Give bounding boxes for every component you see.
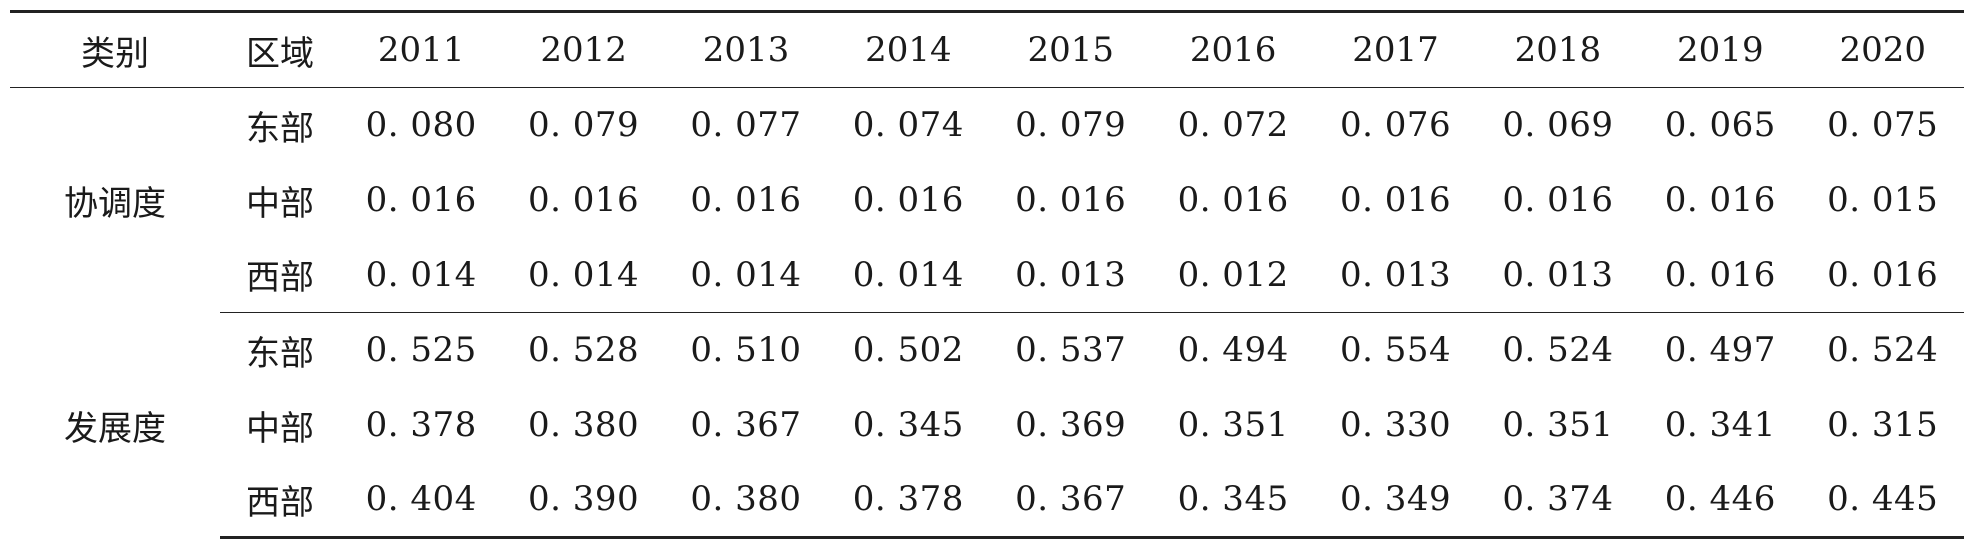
- value-cell: 0. 380: [664, 462, 828, 539]
- value-cell: 0. 404: [340, 462, 503, 539]
- value-cell: 0. 330: [1339, 405, 1452, 445]
- value-cell: 0. 076: [1339, 105, 1452, 146]
- value-cell: 0. 012: [1151, 237, 1315, 313]
- value-cell: 0. 510: [690, 330, 802, 371]
- header-year: 2015: [989, 10, 1152, 88]
- value-cell: 0. 369: [1015, 405, 1127, 445]
- value-cell: 0. 014: [664, 237, 828, 313]
- value-cell: 0. 072: [1177, 105, 1289, 146]
- header-year: 2020: [1801, 10, 1964, 88]
- value-cell: 0. 014: [502, 237, 665, 313]
- value-cell: 0. 013: [1476, 237, 1640, 313]
- value-cell: 0. 016: [1339, 180, 1452, 220]
- value-cell: 0. 445: [1801, 462, 1964, 539]
- value-cell: 0. 378: [827, 462, 990, 539]
- value-cell: 0. 345: [852, 405, 964, 445]
- value-cell: 0. 525: [365, 330, 477, 371]
- data-table: 类别 区域 2011 2012 2013 2014 2015 2016 2017…: [10, 10, 1964, 539]
- value-cell: 0. 077: [690, 105, 802, 146]
- value-cell: 0. 554: [1339, 330, 1452, 371]
- value-cell: 0. 079: [1015, 105, 1127, 146]
- value-cell: 0. 016: [1502, 180, 1614, 220]
- value-cell: 0. 494: [1177, 330, 1289, 371]
- table-row: 发展度 东部 0. 525 0. 528 0. 510 0. 502 0. 537 0. 49…: [10, 313, 1964, 448]
- header-year: 2012: [502, 10, 665, 88]
- value-cell: 0. 016: [690, 180, 802, 220]
- value-cell: 0. 367: [690, 405, 802, 445]
- value-cell: 0. 380: [528, 405, 640, 445]
- header-year: 2013: [664, 10, 828, 88]
- region-cell: 中部: [246, 183, 314, 224]
- region-cell: 西部: [220, 237, 340, 313]
- header-year: 2017: [1314, 10, 1477, 88]
- value-cell: 0. 069: [1502, 105, 1614, 146]
- value-cell: 0. 016: [365, 180, 477, 220]
- value-cell: 0. 015: [1827, 180, 1939, 220]
- table-row: 西部 0. 404 0. 390 0. 380 0. 378 0. 367 0. 345 0.…: [10, 462, 1964, 539]
- header-region: 区域: [220, 10, 340, 88]
- header-year: 2014: [827, 10, 990, 88]
- value-cell: 0. 524: [1827, 330, 1939, 371]
- value-cell: 0. 014: [340, 237, 503, 313]
- value-cell: 0. 528: [528, 330, 640, 371]
- value-cell: 0. 351: [1177, 405, 1289, 445]
- header-year: 2018: [1476, 10, 1640, 88]
- value-cell: 0. 016: [1639, 237, 1802, 313]
- value-cell: 0. 065: [1664, 105, 1776, 146]
- header-row: 类别 区域 2011 2012 2013 2014 2015 2016 2017…: [10, 10, 1964, 88]
- value-cell: 0. 074: [852, 105, 964, 146]
- value-cell: 0. 446: [1639, 462, 1802, 539]
- region-cell: 中部: [246, 408, 314, 449]
- value-cell: 0. 374: [1476, 462, 1640, 539]
- table-row: 西部 0. 014 0. 014 0. 014 0. 014 0. 013 0. 012 0.…: [10, 237, 1964, 313]
- header-year: 2019: [1639, 10, 1802, 88]
- value-cell: 0. 016: [528, 180, 640, 220]
- table-body: 协调度 东部 0. 080 0. 079 0. 077 0. 074 0. 079 0. 07…: [10, 88, 1964, 539]
- value-cell: 0. 315: [1827, 405, 1939, 445]
- value-cell: 0. 367: [989, 462, 1152, 539]
- value-cell: 0. 378: [365, 405, 477, 445]
- header-year: 2011: [340, 10, 503, 88]
- value-cell: 0. 351: [1502, 405, 1614, 445]
- value-cell: 0. 016: [1801, 237, 1964, 313]
- table-row: 中部 0. 378 0. 380 0. 367 0. 345 0. 369 0. 351 0.…: [10, 388, 1964, 463]
- category-cell: 协调度: [64, 183, 166, 224]
- value-cell: 0. 080: [365, 105, 477, 146]
- value-cell: 0. 502: [852, 330, 964, 371]
- region-cell: 西部: [220, 462, 340, 539]
- category-cell: 发展度: [64, 408, 166, 449]
- value-cell: 0. 013: [989, 237, 1152, 313]
- table-row: 协调度 东部 0. 080 0. 079 0. 077 0. 074 0. 079 0. 07…: [10, 88, 1964, 224]
- value-cell: 0. 013: [1314, 237, 1477, 313]
- value-cell: 0. 079: [528, 105, 640, 146]
- region-cell: 东部: [246, 333, 314, 374]
- value-cell: 0. 016: [1015, 180, 1127, 220]
- value-cell: 0. 341: [1664, 405, 1776, 445]
- header-year: 2016: [1151, 10, 1315, 88]
- value-cell: 0. 014: [827, 237, 990, 313]
- value-cell: 0. 497: [1664, 330, 1776, 371]
- value-cell: 0. 016: [1664, 180, 1776, 220]
- value-cell: 0. 524: [1502, 330, 1614, 371]
- value-cell: 0. 075: [1827, 105, 1939, 146]
- table-row: 中部 0. 016 0. 016 0. 016 0. 016 0. 016 0. 016 0.…: [10, 163, 1964, 238]
- value-cell: 0. 537: [1015, 330, 1127, 371]
- value-cell: 0. 349: [1314, 462, 1477, 539]
- header-category: 类别: [10, 10, 220, 88]
- region-cell: 东部: [246, 108, 314, 149]
- value-cell: 0. 016: [852, 180, 964, 220]
- value-cell: 0. 345: [1151, 462, 1315, 539]
- value-cell: 0. 390: [502, 462, 665, 539]
- value-cell: 0. 016: [1177, 180, 1289, 220]
